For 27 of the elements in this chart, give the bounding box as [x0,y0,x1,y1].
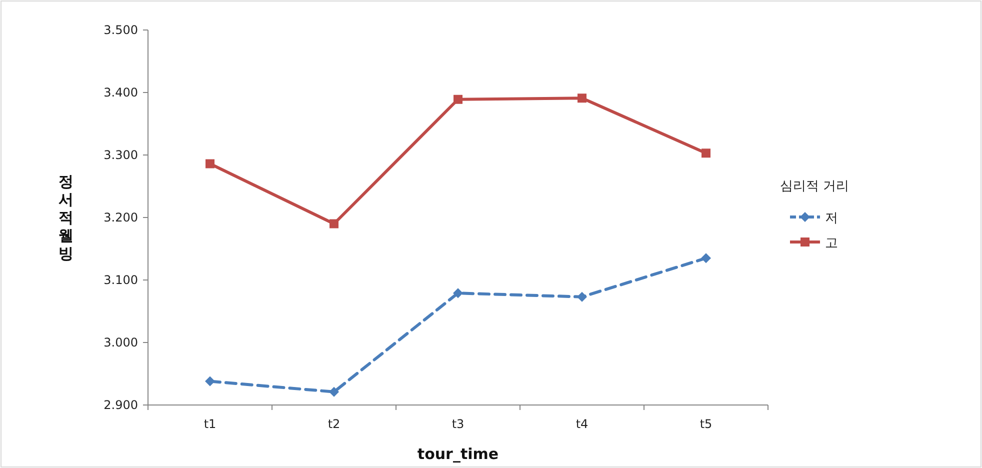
point [453,288,463,298]
y-tick-label: 3.100 [104,273,138,287]
legend-label: 고 [825,236,838,251]
y-axis-title: 정서적 웰빙 [58,172,74,262]
point [578,94,586,103]
y-tick-label: 3.200 [104,210,138,224]
legend-label: 저 [825,211,838,226]
y-tick-label: 3.400 [104,86,138,100]
y-tick-label: 3.300 [104,148,138,162]
point [454,94,462,104]
y-tick-label: 3.000 [104,336,138,350]
point [206,159,214,168]
x-tick-label: t2 [328,417,340,431]
point [577,292,587,302]
x-axis-title: tour_time [417,445,499,463]
y-tick-label: 2.900 [104,398,138,412]
y-tick-label: 3.500 [104,23,138,37]
x-tick-label: t1 [204,417,216,431]
point [702,148,710,158]
legend-title: 심리적 거리 [780,179,850,194]
point [329,386,339,397]
x-tick-label: t3 [452,417,464,431]
point [330,219,338,228]
x-tick-label: t5 [700,417,712,431]
point [701,253,711,264]
x-tick-label: t4 [576,417,588,431]
point [205,376,215,386]
